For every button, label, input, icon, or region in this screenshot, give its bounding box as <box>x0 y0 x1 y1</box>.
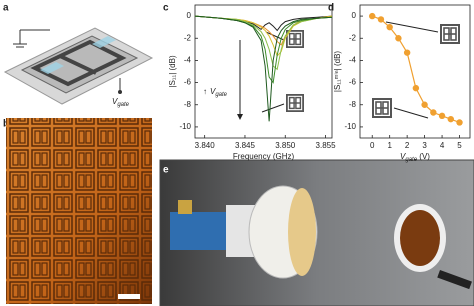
y-tick-label: -8 <box>349 100 357 109</box>
x-tick-label: 3.840 <box>195 141 216 150</box>
data-point <box>447 115 454 123</box>
data-point <box>377 16 385 23</box>
y-tick-label: 0 <box>187 11 192 20</box>
x-tick-label: 3 <box>422 141 427 150</box>
x-tick-label: 5 <box>457 141 462 150</box>
connector <box>178 200 192 214</box>
y-tick-label: -10 <box>179 122 191 131</box>
y-tick-label: -6 <box>184 78 192 87</box>
data-point <box>456 119 463 126</box>
gate-subscript: gate <box>117 102 129 108</box>
x-tick-label: 4 <box>440 141 445 150</box>
y-axis-label: |S₁₁ᵐⁱⁿ| (dB) <box>333 51 342 92</box>
panel-label: a <box>3 3 9 14</box>
series-line <box>194 15 333 57</box>
series-line <box>194 15 333 46</box>
x-tick-label: 2 <box>405 141 410 150</box>
annotation-subscript: gate <box>215 92 227 98</box>
panel-d-extras <box>372 21 460 119</box>
y-tick-label: 0 <box>352 11 357 20</box>
scale-bar <box>118 294 140 299</box>
x-tick-label: 3.850 <box>275 141 296 150</box>
panel-b: b <box>3 118 152 304</box>
terminal <box>118 90 122 94</box>
series-line <box>194 15 333 32</box>
inset-icon <box>286 30 304 48</box>
panel-e: e <box>159 159 474 306</box>
x-tick-label: 3.845 <box>235 141 256 150</box>
plot-frame <box>194 4 333 139</box>
data-point <box>369 12 376 20</box>
sample <box>400 210 440 266</box>
x-label-subscript: gate <box>405 157 417 163</box>
graphene-patch <box>92 36 116 48</box>
x-label-symbol: V <box>400 152 406 161</box>
y-axis-label: |S₁₁| (dB) <box>168 55 177 88</box>
annotation-symbol: V <box>210 87 216 96</box>
graphene-patch <box>40 62 64 74</box>
x-tick-label: 0 <box>370 141 375 150</box>
data-point <box>395 35 402 42</box>
x-tick-label: 1 <box>387 141 392 150</box>
x-axis-label: Vgate (V) <box>400 152 430 162</box>
data-point <box>403 49 411 56</box>
data-point <box>421 101 428 108</box>
panel-label: e <box>163 165 169 176</box>
metamaterial-pattern <box>6 118 152 304</box>
data-point <box>438 112 446 120</box>
x-label-unit: (V) <box>417 152 430 161</box>
pointer-arrow <box>385 21 439 33</box>
data-point <box>430 109 437 116</box>
arrow-head <box>237 114 243 120</box>
x-tick-label: 3.855 <box>316 141 337 150</box>
plot-frame <box>359 4 471 139</box>
data-point <box>412 84 420 92</box>
pointer-arrow <box>393 107 429 119</box>
series-line <box>194 15 333 71</box>
y-tick-label: -4 <box>349 56 357 65</box>
series-line <box>194 15 333 122</box>
inset-icon <box>372 98 392 118</box>
y-tick-label: -8 <box>184 100 192 109</box>
data-point <box>386 23 393 31</box>
gate-label: Vgate <box>112 97 130 107</box>
y-tick-label: -6 <box>349 78 357 87</box>
y-tick-label: -10 <box>344 122 356 131</box>
inset-icon <box>440 24 460 44</box>
y-tick-label: -2 <box>349 33 357 42</box>
pointer-arrow <box>261 103 285 113</box>
y-tick-label: -4 <box>184 56 192 65</box>
inset-icon <box>286 94 304 112</box>
panel-c-extras: ↑ Vgate <box>203 30 304 120</box>
photo-frame <box>159 159 474 306</box>
horn-ring <box>288 188 316 276</box>
panel-label: c <box>163 3 169 14</box>
annotation: ↑ Vgate <box>203 87 228 97</box>
x-axis-label: Frequency (GHz) <box>233 152 295 161</box>
resonator <box>30 39 127 87</box>
panel-a: a Vgate <box>3 3 154 108</box>
gate-symbol: V <box>112 97 118 106</box>
annotation-arrow: ↑ <box>203 87 207 96</box>
waveguide <box>170 212 228 250</box>
clamp <box>437 269 472 290</box>
y-tick-label: -2 <box>184 33 192 42</box>
resonator-bar <box>59 54 97 75</box>
panel-label: d <box>328 3 334 14</box>
